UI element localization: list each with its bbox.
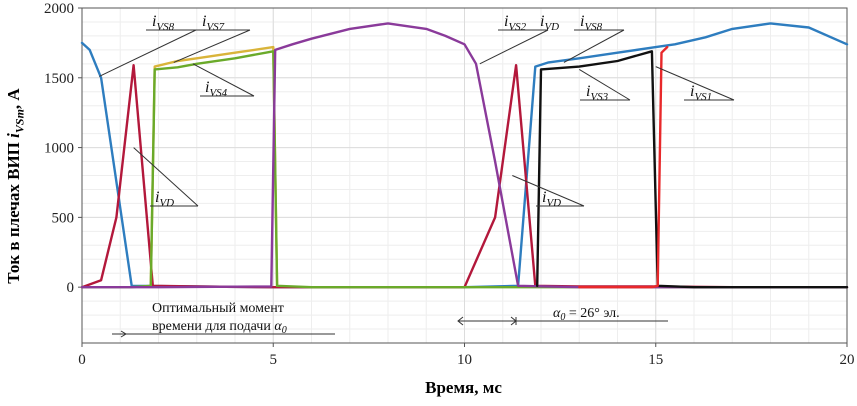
series-line-green [80, 50, 849, 289]
series-annotation-vs4: iVS4 [205, 79, 228, 99]
note-alpha-interval-arrows [457, 316, 517, 326]
series-line-black [536, 50, 849, 289]
x-tick-label: 10 [457, 352, 472, 368]
note-alpha-angle: α0 = 26° эл. [553, 306, 620, 323]
chart-axes: 0 5 10 15 20 0 500 1000 1500 2000 [44, 1, 855, 368]
series-annotation-vs8: iVS8 [580, 13, 603, 33]
x-tick-label: 15 [648, 352, 663, 368]
series-annotation-vd: iVD [542, 189, 561, 209]
series-annotation-vd: iVD [155, 189, 174, 209]
y-tick-label: 0 [67, 280, 75, 296]
note-optimal-moment: Оптимальный момент [152, 301, 284, 316]
annotation-leader [563, 29, 625, 63]
y-tick-label: 1500 [44, 71, 74, 87]
annotation-leader [192, 63, 255, 97]
y-tick-label: 1000 [44, 141, 74, 157]
annotation-leader [655, 66, 735, 101]
x-tick-label: 20 [840, 352, 855, 368]
note-optimal-arrow [112, 330, 127, 338]
series-line-red [578, 45, 669, 289]
y-axis-label: Ток в плечах ВИП iVSm, А [4, 88, 27, 284]
x-tick-label: 0 [78, 352, 86, 368]
y-tick-label: 500 [52, 210, 75, 226]
series-annotation-vs3: iVS3 [586, 83, 609, 103]
series-line-purple [80, 22, 849, 289]
annotation-leader [512, 175, 585, 207]
annotation-leader [98, 29, 197, 77]
series-annotation-vd: iVD [540, 13, 559, 33]
series-annotation-vs1: iVS1 [690, 83, 712, 103]
series-line-yellow [149, 45, 279, 287]
annotation-leader [133, 147, 199, 207]
chart-annotations: iVS8 iVS7 iVS4 iVD iVS2 iVD iVS8 iVS3 iVS1 iVD Опт… [98, 13, 735, 338]
annotation-leader [578, 68, 631, 101]
x-tick-label: 5 [270, 352, 278, 368]
annotation-leader [173, 29, 251, 63]
y-tick-label: 2000 [44, 1, 74, 17]
chart-series [80, 22, 849, 289]
annotation-leader [479, 29, 549, 65]
x-axis-label: Время, мс [425, 378, 502, 397]
series-annotation-vs7: iVS7 [202, 13, 225, 33]
series-annotation-vs8: iVS8 [152, 13, 175, 33]
series-annotation-vs2: iVS2 [504, 13, 527, 33]
note-optimal-moment-line2: времени для подачи α0 [152, 319, 287, 336]
series-line-blue [80, 22, 849, 289]
